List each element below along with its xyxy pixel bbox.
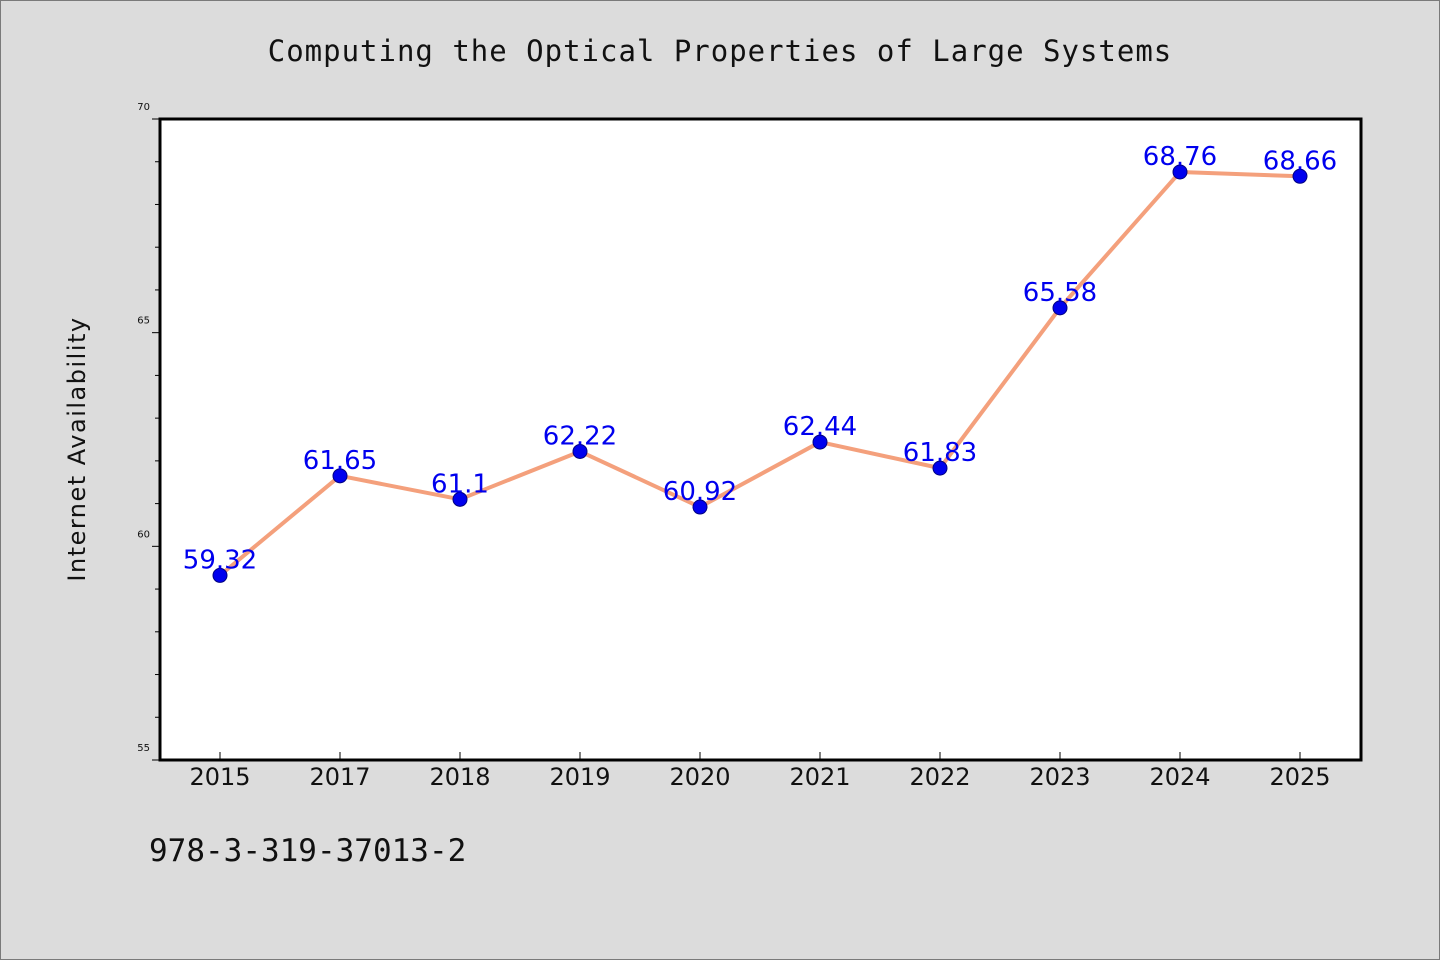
data-label: 62.44 [783, 412, 857, 442]
data-point [1292, 168, 1308, 184]
x-tick-label: 2017 [309, 763, 370, 791]
x-tick-label: 2021 [789, 763, 850, 791]
y-tick-label: 60 [137, 529, 150, 540]
series-markers [212, 164, 1308, 583]
x-axis-ticks: 2015 2017 2018 2019 2020 2021 2022 2023 2024 2025 [189, 752, 1331, 791]
data-point [572, 443, 588, 459]
x-tick-label: 2015 [189, 763, 250, 791]
data-label: 61.83 [903, 438, 977, 468]
data-point [1052, 300, 1068, 316]
isbn-text: 978-3-319-37013-2 [149, 833, 467, 869]
y-axis-label: Internet Availability [63, 316, 91, 581]
y-axis-ticks: 55 60 65 70 [137, 102, 160, 761]
y-tick-label: 55 [137, 743, 150, 754]
data-point [332, 468, 348, 484]
data-label: 65.58 [1023, 278, 1097, 308]
data-point [212, 567, 228, 583]
data-point [452, 491, 468, 507]
series-line [218, 169, 1302, 578]
x-tick-label: 2020 [669, 763, 730, 791]
data-labels: 59.32 61.65 61.1 62.22 60.92 62.44 61.83 65.58 6… [183, 142, 1337, 575]
x-tick-label: 2019 [549, 763, 610, 791]
y-tick-label: 65 [137, 316, 150, 327]
x-tick-label: 2025 [1269, 763, 1330, 791]
data-point [692, 499, 708, 515]
data-label: 68.66 [1263, 146, 1337, 176]
x-tick-label: 2023 [1029, 763, 1090, 791]
data-label: 61.1 [431, 469, 489, 499]
y-tick-label: 70 [137, 102, 150, 113]
data-label: 59.32 [183, 545, 257, 575]
data-point [932, 460, 948, 476]
x-tick-label: 2024 [1149, 763, 1210, 791]
data-label: 61.65 [303, 446, 377, 476]
data-label: 62.22 [543, 421, 617, 451]
data-point [812, 434, 828, 450]
y-minor-ticks [155, 161, 160, 718]
x-tick-label: 2018 [429, 763, 490, 791]
data-point [1172, 164, 1188, 180]
data-label: 60.92 [663, 477, 737, 507]
x-tick-label: 2022 [909, 763, 970, 791]
chart-title: Computing the Optical Properties of Larg… [267, 34, 1173, 68]
plot-area [158, 117, 1363, 762]
data-label: 68.76 [1143, 142, 1217, 172]
